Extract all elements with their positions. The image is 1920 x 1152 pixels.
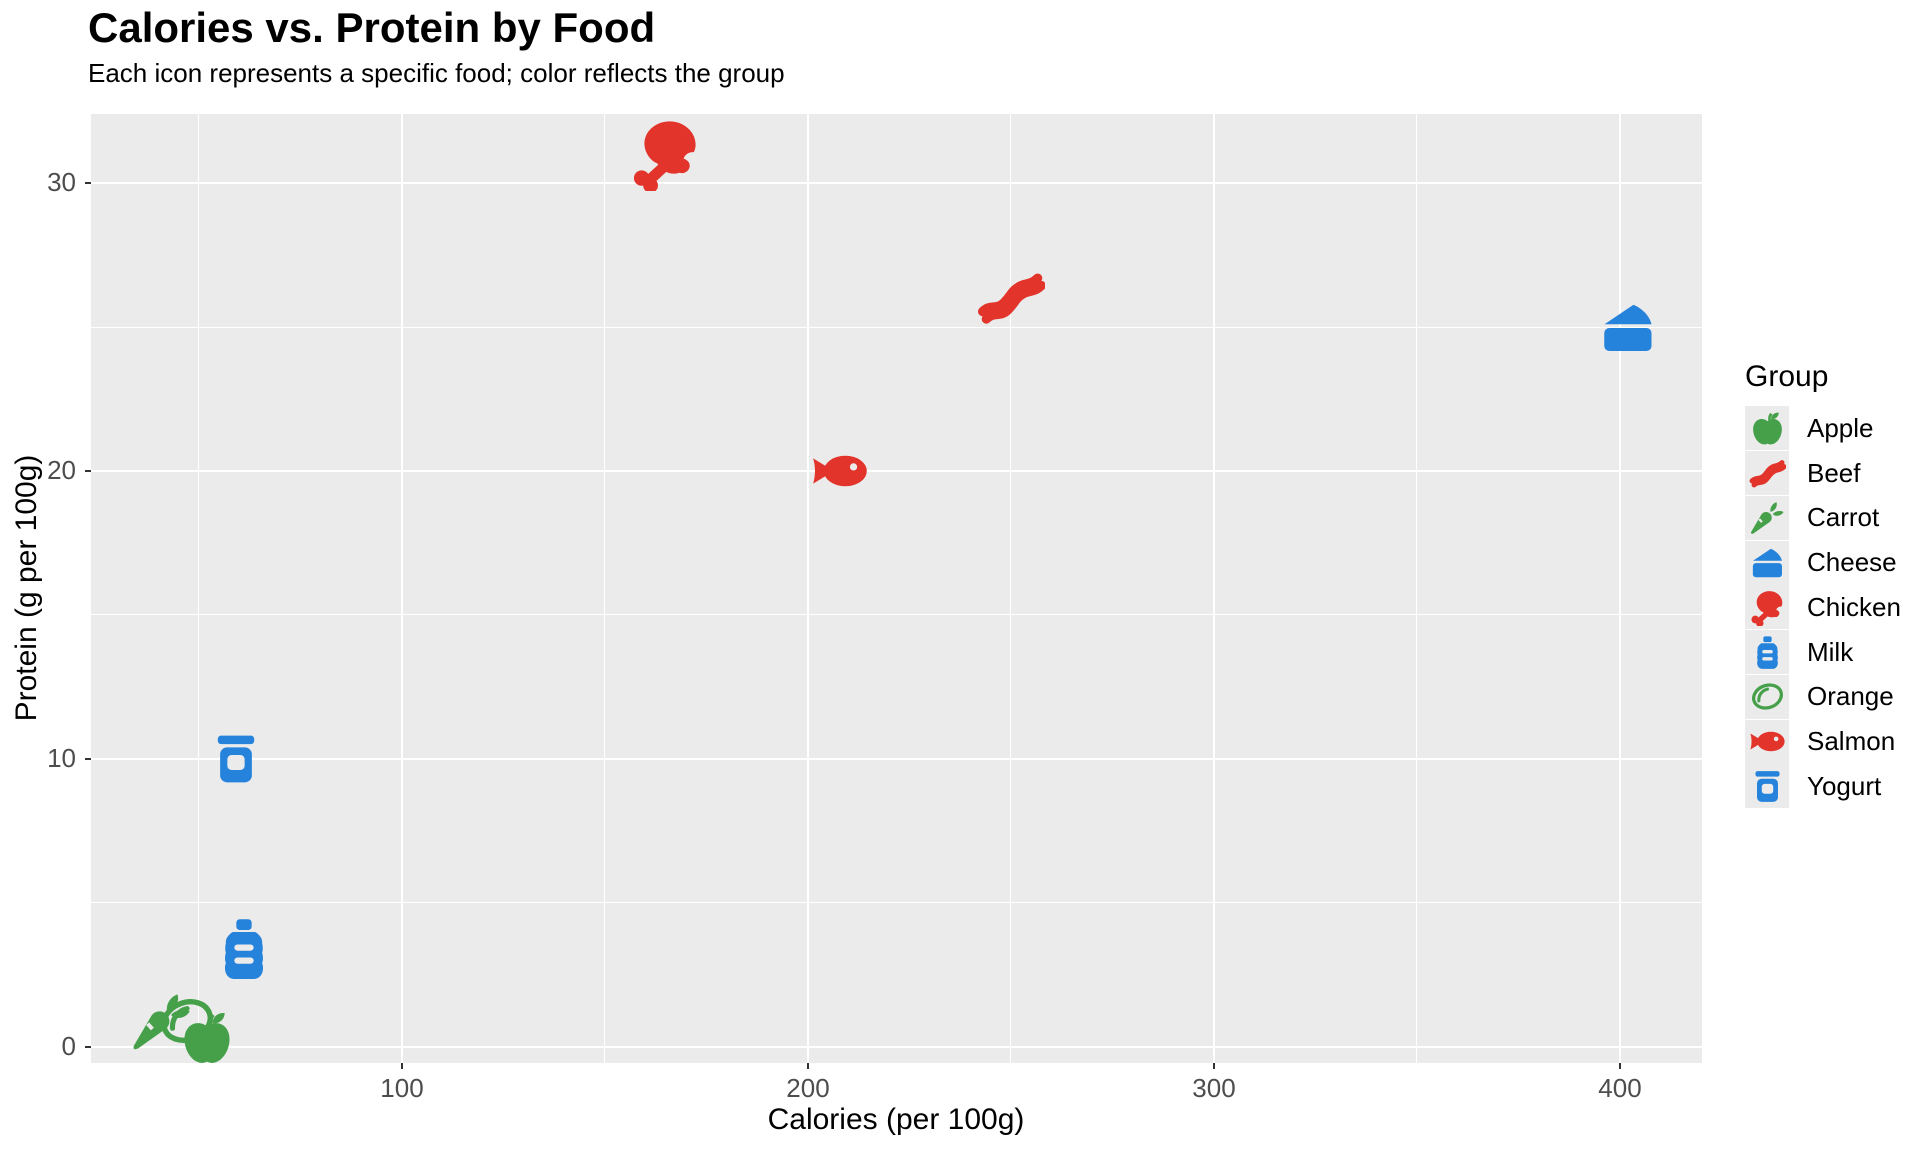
y-tick-label: 0 (61, 1030, 76, 1061)
minor-gridline-x (1416, 114, 1418, 1063)
point-apple (178, 1009, 236, 1067)
y-tick-mark (85, 470, 91, 472)
plot-panel (91, 114, 1702, 1063)
apple-icon (184, 1013, 230, 1064)
legend-key (1745, 540, 1789, 585)
point-salmon (811, 442, 869, 500)
point-carrot (130, 989, 194, 1053)
legend-item-label: Salmon (1807, 726, 1896, 757)
legend-item-carrot: Carrot (1745, 495, 1920, 541)
carrot-icon (1750, 502, 1784, 535)
y-tick-mark (85, 182, 91, 184)
point-milk (210, 915, 278, 983)
fish-icon (813, 455, 868, 487)
legend-item-label: Beef (1807, 457, 1861, 488)
chart-subtitle: Each icon represents a specific food; co… (88, 58, 785, 88)
legend-item-apple: Apple (1745, 406, 1920, 451)
y-tick-label: 30 (47, 166, 76, 197)
legend-item-label: Cheese (1807, 547, 1897, 578)
y-tick-mark (85, 758, 91, 760)
point-beef (977, 264, 1046, 332)
bottle-icon (1756, 635, 1778, 669)
minor-gridline-x (1010, 114, 1012, 1063)
legend-item-cheese: Cheese (1745, 540, 1920, 585)
legend-key (1745, 764, 1789, 809)
minor-gridline-y (91, 902, 1702, 904)
legend-item-orange: Orange (1745, 674, 1920, 720)
legend-item-chicken: Chicken (1745, 585, 1920, 630)
x-tick-label: 400 (1598, 1073, 1642, 1103)
drumstick-icon (633, 121, 696, 194)
lemon-icon (1751, 683, 1783, 710)
point-yogurt (208, 731, 264, 787)
legend-key (1745, 406, 1789, 451)
major-gridline-y (91, 470, 1702, 473)
fish-icon (1749, 731, 1785, 752)
minor-gridline-y (91, 326, 1702, 328)
legend-item-yogurt: Yogurt (1745, 764, 1920, 809)
chart-title: Calories vs. Protein by Food (88, 4, 656, 51)
y-tick-mark (85, 1046, 91, 1048)
minor-gridline-x (198, 114, 200, 1063)
point-chicken (629, 117, 703, 194)
y-tick-label: 20 (47, 454, 76, 485)
bottle-icon (224, 919, 263, 980)
x-tick-label: 100 (380, 1073, 424, 1103)
x-tick-label: 300 (1192, 1073, 1236, 1103)
legend-key (1745, 719, 1789, 764)
x-tick-mark (1213, 1063, 1215, 1069)
bacon-icon (1749, 459, 1786, 488)
major-gridline-x (400, 114, 403, 1063)
drumstick-icon (1750, 591, 1782, 626)
legend: Group Apple Beef Carrot Cheese Chicken M… (1745, 360, 1920, 809)
x-tick-mark (1619, 1063, 1621, 1069)
major-gridline-x (1618, 114, 1621, 1063)
legend-item-label: Chicken (1807, 591, 1901, 622)
bacon-icon (977, 273, 1046, 324)
major-gridline-y (91, 757, 1702, 760)
legend-item-label: Orange (1807, 681, 1894, 712)
legend-item-label: Carrot (1807, 502, 1880, 533)
x-axis-title: Calories (per 100g) (767, 1103, 1025, 1136)
legend-title: Group (1745, 360, 1829, 393)
point-cheese (1598, 297, 1658, 357)
legend-key (1745, 630, 1789, 675)
legend-item-beef: Beef (1745, 451, 1920, 496)
legend-key (1745, 585, 1789, 630)
carrot-icon (133, 994, 191, 1050)
jar-icon (1754, 770, 1780, 802)
x-tick-label: 200 (786, 1073, 830, 1103)
cheese-icon (1604, 304, 1652, 352)
major-gridline-x (806, 114, 809, 1063)
apple-icon (1752, 412, 1782, 445)
cheese-icon (1752, 548, 1782, 578)
y-tick-label: 10 (47, 742, 76, 773)
legend-items: Apple Beef Carrot Cheese Chicken Milk Or… (1745, 406, 1920, 809)
legend-item-label: Yogurt (1807, 770, 1882, 801)
major-gridline-y (91, 1045, 1702, 1048)
legend-key (1745, 674, 1789, 719)
x-tick-mark (401, 1063, 403, 1069)
major-gridline-y (91, 182, 1702, 185)
legend-item-label: Apple (1807, 412, 1874, 443)
legend-item-milk: Milk (1745, 630, 1920, 675)
legend-key (1745, 495, 1789, 540)
minor-gridline-x (604, 114, 606, 1063)
minor-gridline-y (91, 614, 1702, 616)
jar-icon (217, 735, 254, 783)
legend-key (1745, 451, 1789, 496)
major-gridline-x (1212, 114, 1215, 1063)
y-axis-title: Protein (g per 100g) (10, 454, 43, 722)
legend-item-salmon: Salmon (1745, 719, 1920, 764)
legend-item-label: Milk (1807, 636, 1854, 667)
x-tick-mark (807, 1063, 809, 1069)
